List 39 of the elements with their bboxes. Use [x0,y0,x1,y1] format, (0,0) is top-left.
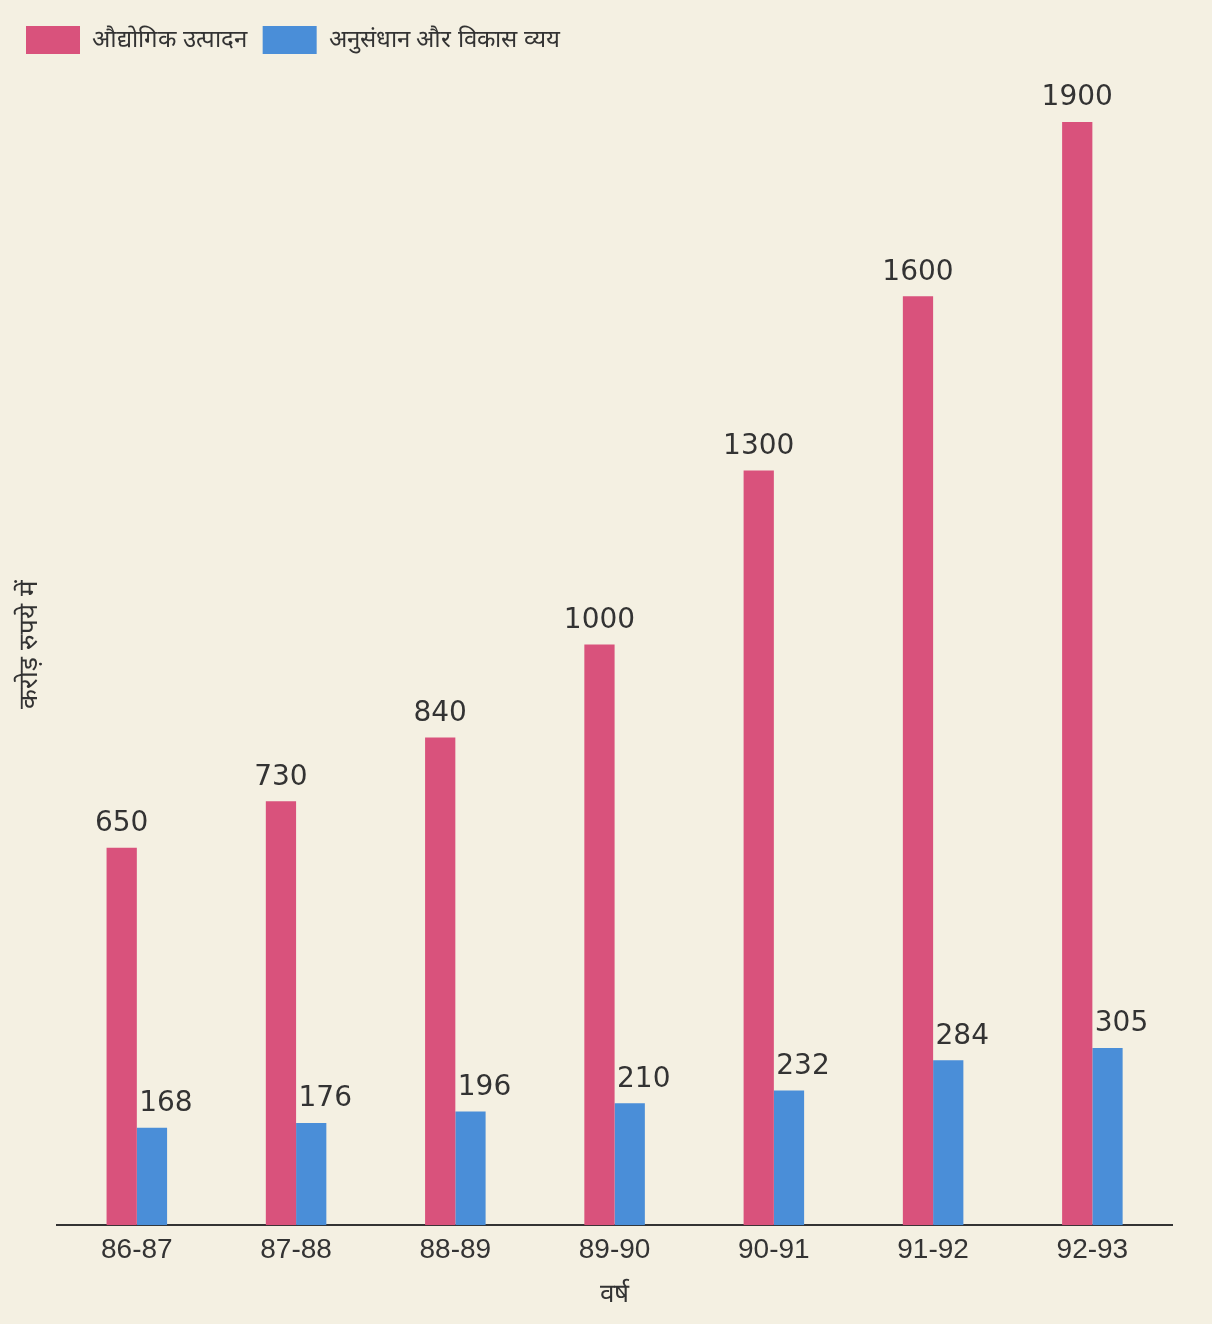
legend-label: अनुसंधान और विकास व्यय [328,24,561,54]
x-tick-label: 86-87 [101,1232,173,1264]
bar [136,1127,168,1226]
bar [425,737,456,1226]
bar [614,1103,645,1226]
bar [902,296,934,1226]
y-axis-title: करोड़ रुपये में [12,580,43,709]
bar [455,1111,486,1226]
data-label: 284 [935,1017,989,1051]
legend-label: औद्योगिक उत्पादन [92,24,248,52]
x-tick-label: 89-90 [578,1232,651,1264]
bar [296,1123,327,1226]
bar [743,470,774,1226]
bar [1092,1048,1123,1226]
data-label: 650 [94,805,149,839]
bar [265,801,297,1226]
data-label: 1900 [1041,79,1113,113]
x-tick-label: 92-93 [1056,1232,1129,1264]
data-label: 730 [254,758,308,792]
data-label: 1300 [723,427,795,461]
bar [106,847,137,1226]
data-label: 232 [776,1047,830,1081]
x-axis-title: वर्ष [600,1277,631,1308]
bar [933,1060,964,1226]
data-label: 210 [617,1060,671,1094]
x-tick-label: 91-92 [897,1232,969,1264]
data-label: 1000 [563,601,636,635]
bar [1062,122,1093,1226]
data-label: 176 [298,1080,352,1114]
data-label: 168 [139,1084,193,1118]
data-label: 1600 [882,253,954,287]
x-tick-label: 87-88 [260,1232,332,1264]
data-label: 305 [1094,1005,1149,1039]
x-tick-label: 90-91 [738,1232,810,1264]
x-tick-label: 88-89 [419,1232,492,1264]
data-label: 196 [457,1068,512,1102]
bar [584,644,615,1226]
data-label: 840 [413,694,467,728]
bar [773,1090,805,1226]
